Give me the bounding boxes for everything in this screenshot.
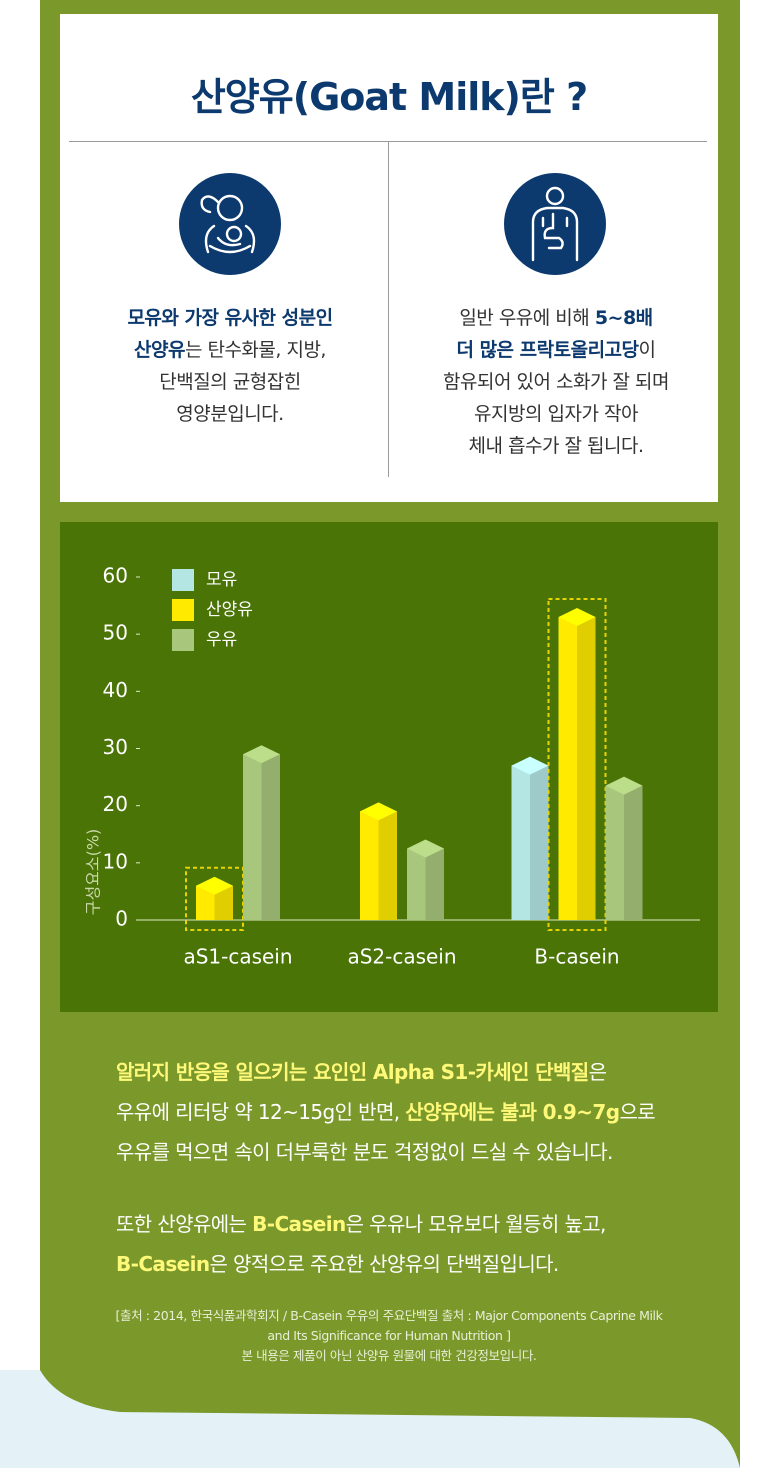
y-axis-label: 구성요소(%) [84,829,103,916]
text: 산양유 [134,339,185,361]
text: 는 탄수화물, 지방, [184,339,327,361]
legend-label: 모유 [206,570,237,590]
bar-part [558,617,577,920]
bar-part [261,754,280,920]
text: 영양분입니다. [176,403,284,425]
bar-part [605,785,624,920]
bar-part [378,811,397,920]
mother-icon [179,173,281,275]
bar-part [425,848,444,920]
bar [360,802,397,920]
text: B-Casein [252,1212,346,1236]
bar [558,608,596,920]
bar-part [624,785,643,920]
y-tick-label: 60 [103,564,128,588]
y-tick-label: 40 [103,678,128,702]
y-tick-label: 30 [103,735,128,759]
text: 일반 우유에 비해 [459,307,595,329]
text: 알러지 반응을 일으키는 요인인 Alpha S1-카세인 단백질 [116,1060,589,1084]
highlight-box [185,866,244,932]
text: and Its Significance for Human Nutrition… [267,1328,511,1343]
text: 5~8배 [594,307,653,329]
text: 더 많은 프락토올리고당 [456,339,639,361]
bar [243,745,280,920]
bar-part [214,885,233,920]
bar-part [360,802,397,821]
bar-part [577,617,596,920]
text: 모유와 가장 유사한 성분인 [127,307,333,329]
text: 은 우유나 모유보다 월등히 높고, [345,1212,607,1236]
body-text: 알러지 반응을 일으키는 요인인 Alpha S1-카세인 단백질은 우유에 리… [116,1052,716,1316]
digestion-icon [504,173,606,275]
bar [196,876,233,920]
x-tick-label: B-casein [534,945,619,969]
source-notes: [출처 : 2014, 한국식품과학회지 / B-Casein 우유의 주요단백… [60,1306,718,1366]
text: 이 [638,339,656,361]
bar [407,839,444,920]
divider [69,141,707,142]
text: 유지방의 입자가 작아 [474,403,638,425]
legend-swatch [172,629,194,651]
y-tick-label: 20 [103,792,128,816]
bar [605,776,643,920]
text: 또한 산양유에는 [116,1212,253,1236]
legend-swatch [172,569,194,591]
y-tick-label: 0 [115,907,128,931]
text: 함유되어 있어 소화가 잘 되며 [443,371,669,393]
text: 산양유에는 불과 0.9~7g [405,1100,620,1124]
y-tick-label: 50 [103,621,128,645]
text: 단백질의 균형잡힌 [159,371,301,393]
text: 우유를 먹으면 속이 더부룩한 분도 걱정없이 드실 수 있습니다. [116,1140,613,1164]
text: 은 [588,1060,607,1084]
text: 은 양적으로 주요한 산양유의 단백질입니다. [209,1252,559,1276]
highlight-box [547,598,607,932]
divider [388,142,389,477]
x-tick-label: aS2-casein [347,945,456,969]
bar-part [558,608,596,627]
bar-part [196,885,215,920]
bar [511,756,549,920]
bar-part [407,848,426,920]
feature-text: 모유와 가장 유사한 성분인 산양유는 탄수화물, 지방, 단백질의 균형잡힌 … [70,302,390,430]
title: 산양유(Goat Milk)란 ? [190,75,588,119]
bar-part [196,876,233,895]
bar-part [243,745,280,764]
text: B-Casein [116,1252,210,1276]
bar-part [360,811,379,920]
feature-text: 일반 우유에 비해 5~8배 더 많은 프락토올리고당이 함유되어 있어 소화가… [396,302,716,462]
bar-part [243,754,262,920]
text: 체내 흡수가 잘 됩니다. [468,435,644,457]
text: [출처 : 2014, 한국식품과학회지 / B-Casein 우유의 주요단백… [115,1308,663,1323]
text: 본 내용은 제품이 아닌 산양유 원물에 대한 건강정보입니다. [241,1348,537,1363]
bar-part [605,776,643,795]
legend-swatch [172,599,194,621]
y-tick-label: 10 [103,849,128,873]
bar-part [407,839,444,858]
text: 우유에 리터당 약 12~15g인 반면, [116,1100,406,1124]
x-tick-label: aS1-casein [183,945,292,969]
legend-label: 우유 [206,630,237,650]
legend-label: 산양유 [206,600,253,620]
intro-card: 산양유(Goat Milk)란 ? 모유와 가장 유사한 성분인 산양유는 탄수… [60,14,718,502]
text: 으로 [619,1100,656,1124]
bar-part [511,765,530,920]
bar-part [511,756,549,775]
bar-part [530,765,549,920]
